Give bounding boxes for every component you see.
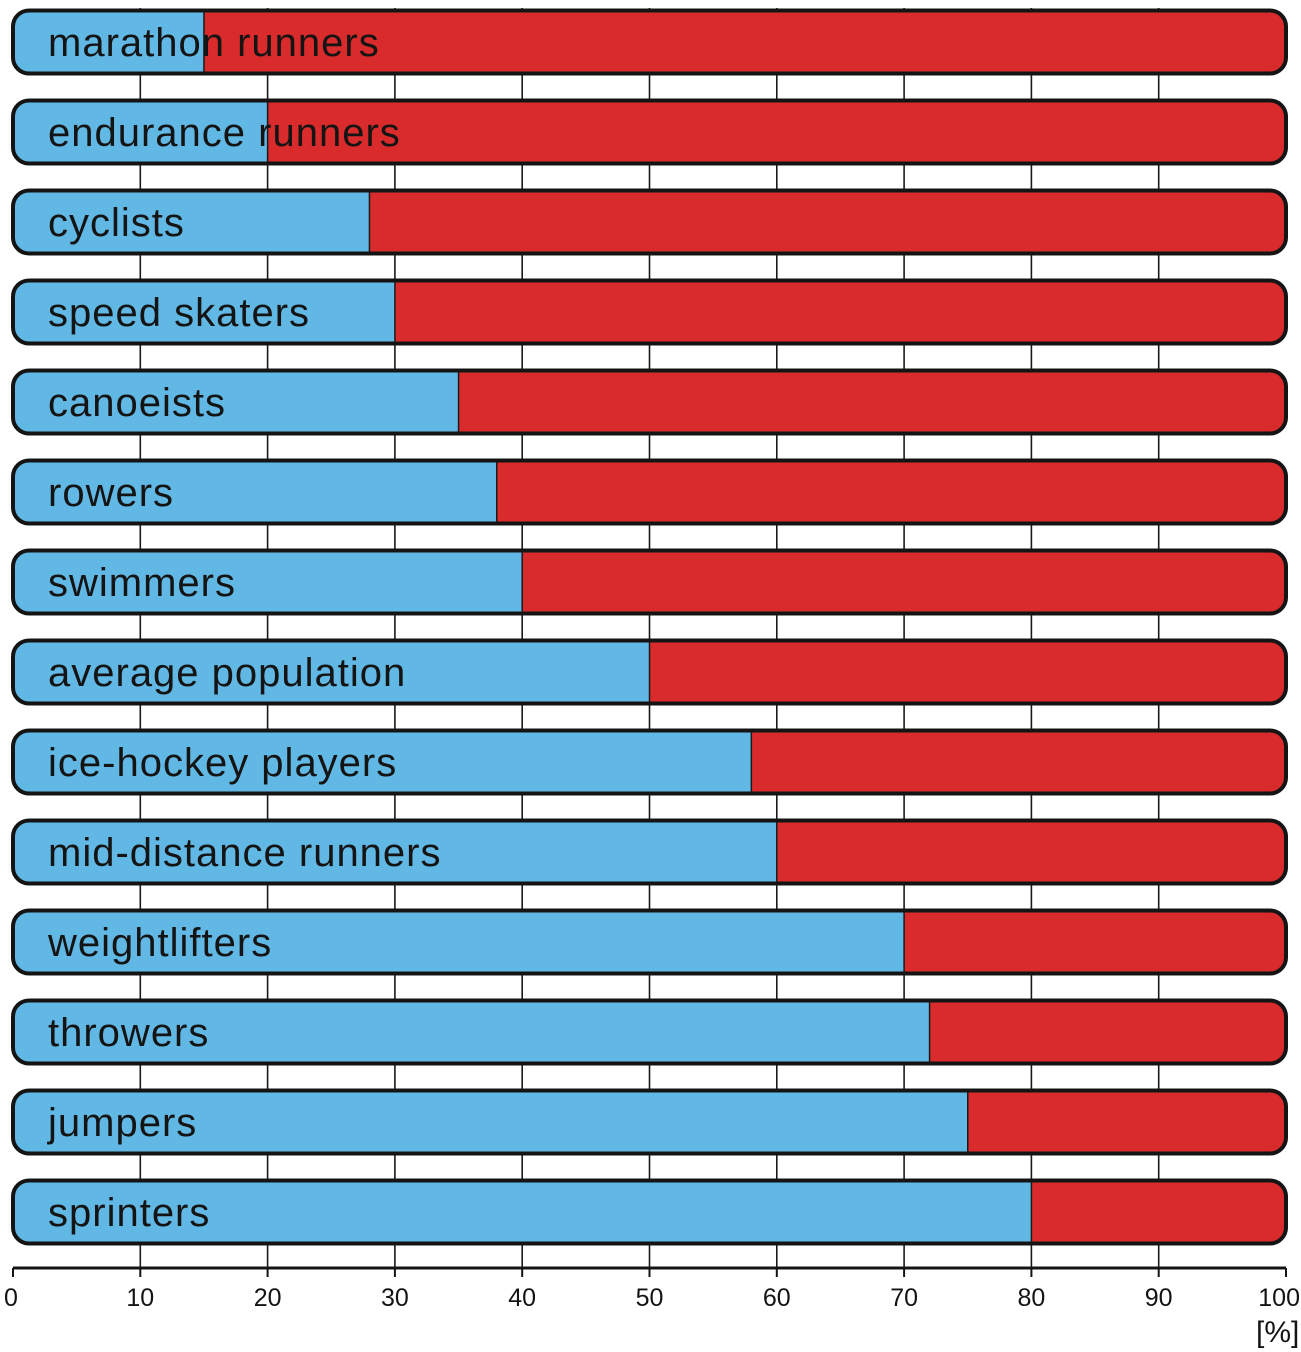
bar-segment-blue xyxy=(13,10,204,74)
bar-segment-blue xyxy=(13,820,777,884)
bar-label: marathon runners xyxy=(48,21,380,65)
x-tick-label: 0 xyxy=(4,1284,18,1312)
bar-row: rowers xyxy=(11,458,1288,526)
bar-label: jumpers xyxy=(47,1101,197,1145)
bar-label: weightlifters xyxy=(47,921,272,965)
bar-outline xyxy=(11,998,1288,1066)
bar-label: speed skaters xyxy=(48,291,310,335)
bar-segment-red xyxy=(496,460,1286,524)
bar-outline xyxy=(11,1088,1288,1156)
bar-outline xyxy=(11,8,1288,76)
bar-segment-blue xyxy=(13,1180,1032,1244)
bar-label: swimmers xyxy=(48,561,236,605)
bar-segment-red xyxy=(751,730,1286,794)
bar-segment-blue xyxy=(13,190,370,254)
bar-segment-red xyxy=(929,1000,1286,1064)
bar-segment-blue xyxy=(13,730,752,794)
bar-label: cyclists xyxy=(48,201,185,245)
bar-segment-red xyxy=(394,280,1286,344)
bar-segment-red xyxy=(203,10,1286,74)
bar-row: speed skaters xyxy=(11,278,1288,346)
bar-label: rowers xyxy=(48,471,174,515)
bar-label: ice-hockey players xyxy=(48,741,397,785)
x-tick-label: 60 xyxy=(763,1284,791,1312)
bar-label: throwers xyxy=(48,1011,209,1055)
bar-segment-blue xyxy=(13,280,395,344)
bar-segment-blue xyxy=(13,1000,930,1064)
bar-segment-red xyxy=(1031,1180,1286,1244)
bar-outline xyxy=(11,818,1288,886)
bar-row: weightlifters xyxy=(11,908,1288,976)
bar-row: cyclists xyxy=(11,188,1288,256)
bar-row: canoeists xyxy=(11,368,1288,436)
bar-outline xyxy=(11,188,1288,256)
bar-segment-red xyxy=(267,100,1286,164)
bar-outline xyxy=(11,98,1288,166)
bar-outline xyxy=(11,638,1288,706)
bar-outline xyxy=(11,1178,1288,1246)
bar-outline xyxy=(11,278,1288,346)
x-tick-label: 90 xyxy=(1145,1284,1173,1312)
bars: marathon runners endurance runners cyclist… xyxy=(11,8,1288,1246)
bar-row: sprinters xyxy=(11,1178,1288,1246)
x-tick-label: 40 xyxy=(508,1284,536,1312)
bar-label: canoeists xyxy=(48,381,226,425)
bar-segment-blue xyxy=(13,100,268,164)
bar-row: endurance runners xyxy=(11,98,1288,166)
bar-row: average population xyxy=(11,638,1288,706)
bar-outline xyxy=(11,548,1288,616)
bar-label: endurance runners xyxy=(48,111,401,155)
x-tick-label: 30 xyxy=(381,1284,409,1312)
x-tick-label: 70 xyxy=(890,1284,918,1312)
bar-segment-red xyxy=(522,550,1286,614)
x-tick-label: 100 xyxy=(1258,1284,1300,1312)
bar-row: throwers xyxy=(11,998,1288,1066)
bar-segment-blue xyxy=(13,1090,968,1154)
bar-segment-blue xyxy=(13,910,905,974)
bar-outline xyxy=(11,728,1288,796)
bar-segment-blue xyxy=(13,370,459,434)
bar-label: average population xyxy=(48,651,406,695)
bar-row: ice-hockey players xyxy=(11,728,1288,796)
bar-segment-red xyxy=(649,640,1286,704)
bar-segment-blue xyxy=(13,550,523,614)
bar-segment-red xyxy=(904,910,1286,974)
bar-outline xyxy=(11,458,1288,526)
x-axis: 0 10 20 30 40 50 60 70 80 90 100 xyxy=(4,1266,1300,1312)
x-axis-label: [%] xyxy=(1256,1316,1299,1349)
bar-label: sprinters xyxy=(48,1191,210,1235)
x-tick-label: 50 xyxy=(636,1284,664,1312)
x-tick-label: 20 xyxy=(254,1284,282,1312)
x-tick-label: 80 xyxy=(1017,1284,1045,1312)
bar-label: mid-distance runners xyxy=(48,831,442,875)
bar-segment-red xyxy=(458,370,1286,434)
bar-row: marathon runners xyxy=(11,8,1288,76)
bar-segment-red xyxy=(776,820,1286,884)
bar-row: mid-distance runners xyxy=(11,818,1288,886)
bar-segment-red xyxy=(369,190,1286,254)
bar-segment-red xyxy=(967,1090,1286,1154)
bar-outline xyxy=(11,908,1288,976)
bar-row: swimmers xyxy=(11,548,1288,616)
bar-segment-blue xyxy=(13,460,497,524)
bar-outline xyxy=(11,368,1288,436)
bar-row: jumpers xyxy=(11,1088,1288,1156)
bar-segment-blue xyxy=(13,640,650,704)
x-tick-label: 10 xyxy=(126,1284,154,1312)
